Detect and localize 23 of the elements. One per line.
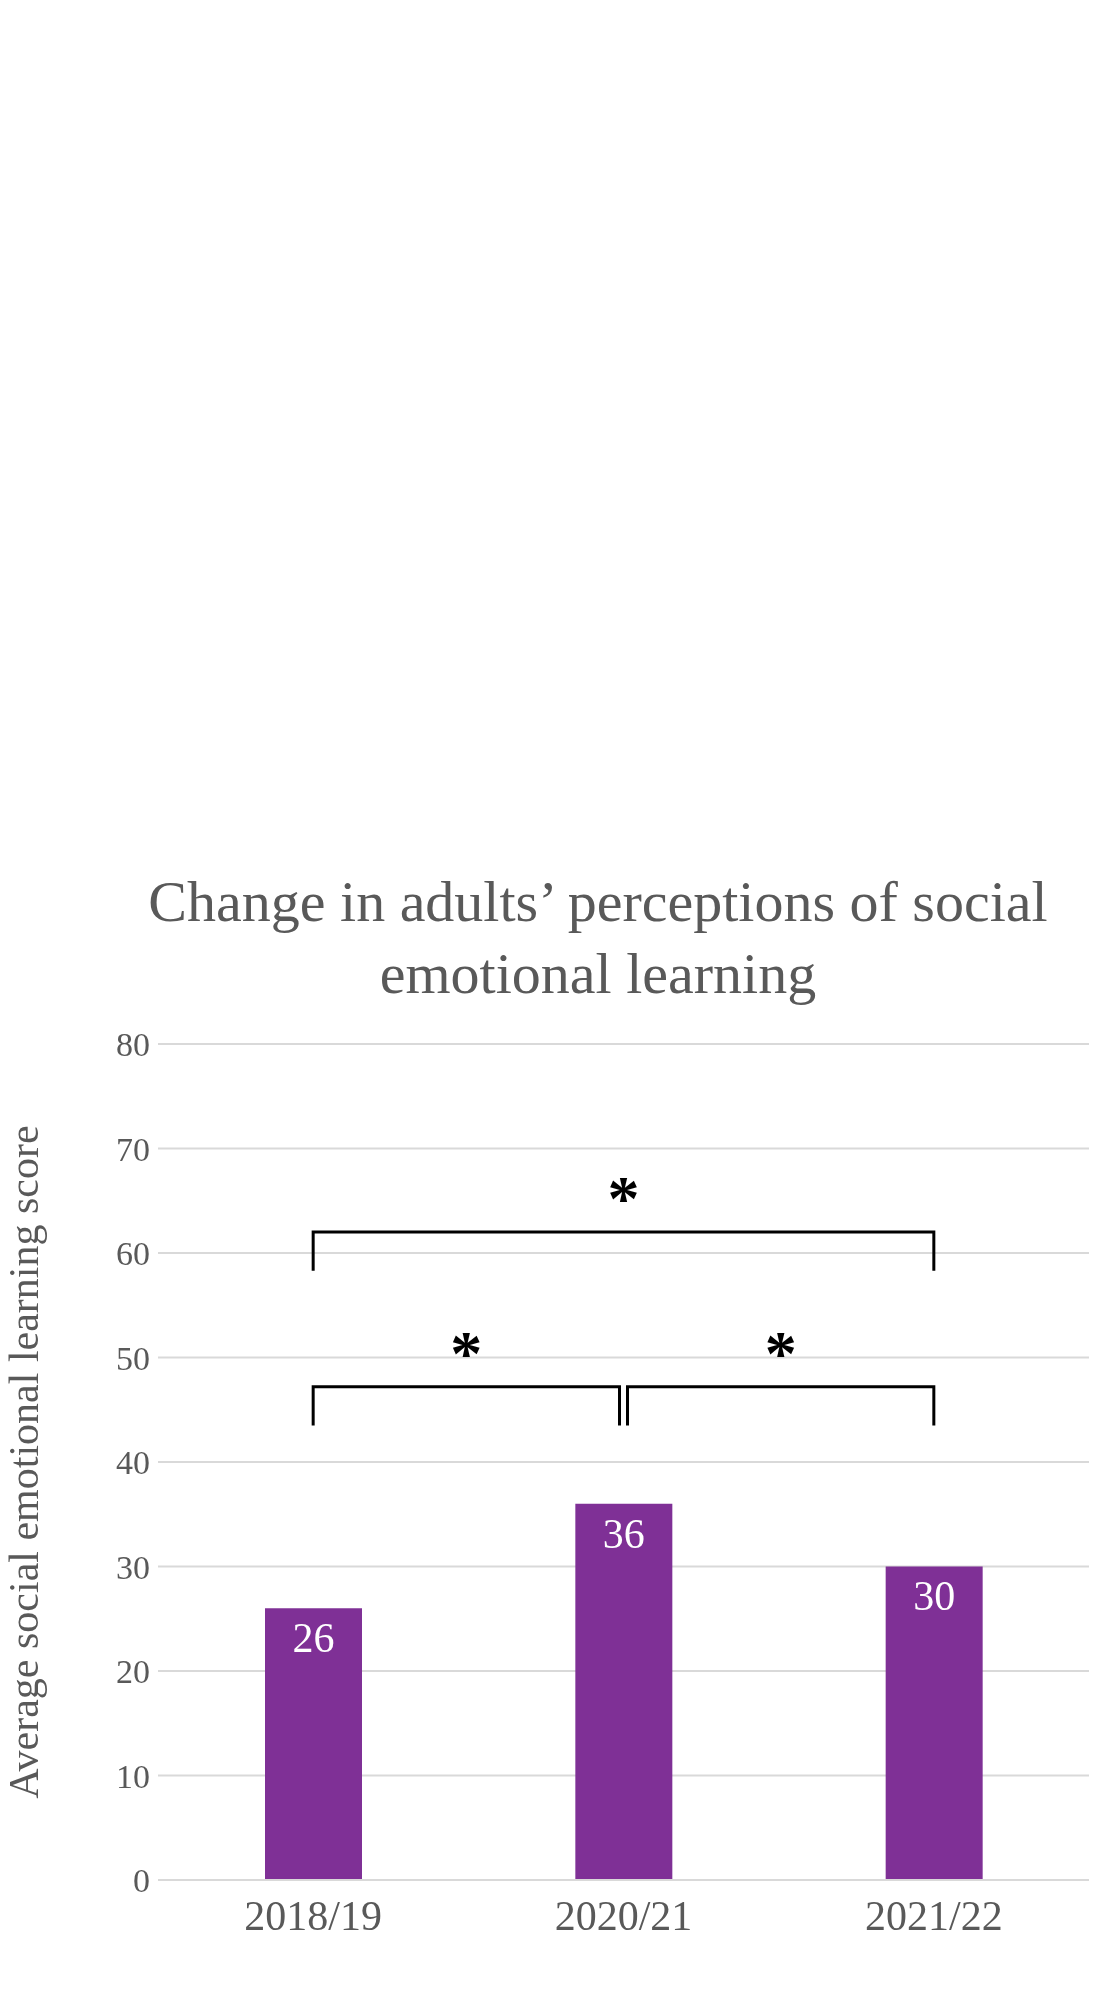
data-label: 30	[913, 1573, 956, 1620]
y-tick-label: 50	[116, 1339, 150, 1377]
y-tick-label: 0	[133, 1862, 150, 1900]
annotation: *	[607, 1163, 640, 1235]
data-label: 36	[602, 1510, 645, 1557]
bar	[885, 1566, 983, 1880]
bar	[265, 1608, 362, 1880]
annotation: *	[450, 1317, 483, 1389]
chart-title: Change in adults’ perceptions of social emotional learning	[148, 868, 1048, 1008]
y-tick-label: 40	[116, 1444, 150, 1482]
bar	[575, 1503, 673, 1880]
y-tick-label: 60	[116, 1235, 150, 1273]
x-tick-label: 2018/19	[244, 1892, 382, 1939]
y-tick-label: 30	[116, 1548, 150, 1586]
y-tick-label: 20	[116, 1653, 150, 1691]
data-label: 26	[292, 1615, 335, 1662]
y-tick-label: 70	[116, 1130, 150, 1168]
y-axis-title: Average social emotional learning score	[0, 1125, 47, 1799]
y-tick-label: 80	[116, 1026, 150, 1064]
y-tick-label: 10	[116, 1757, 150, 1795]
x-tick-label: 2021/22	[865, 1892, 1003, 1939]
annotation: *	[764, 1317, 797, 1389]
x-tick-label: 2020/21	[554, 1892, 693, 1939]
